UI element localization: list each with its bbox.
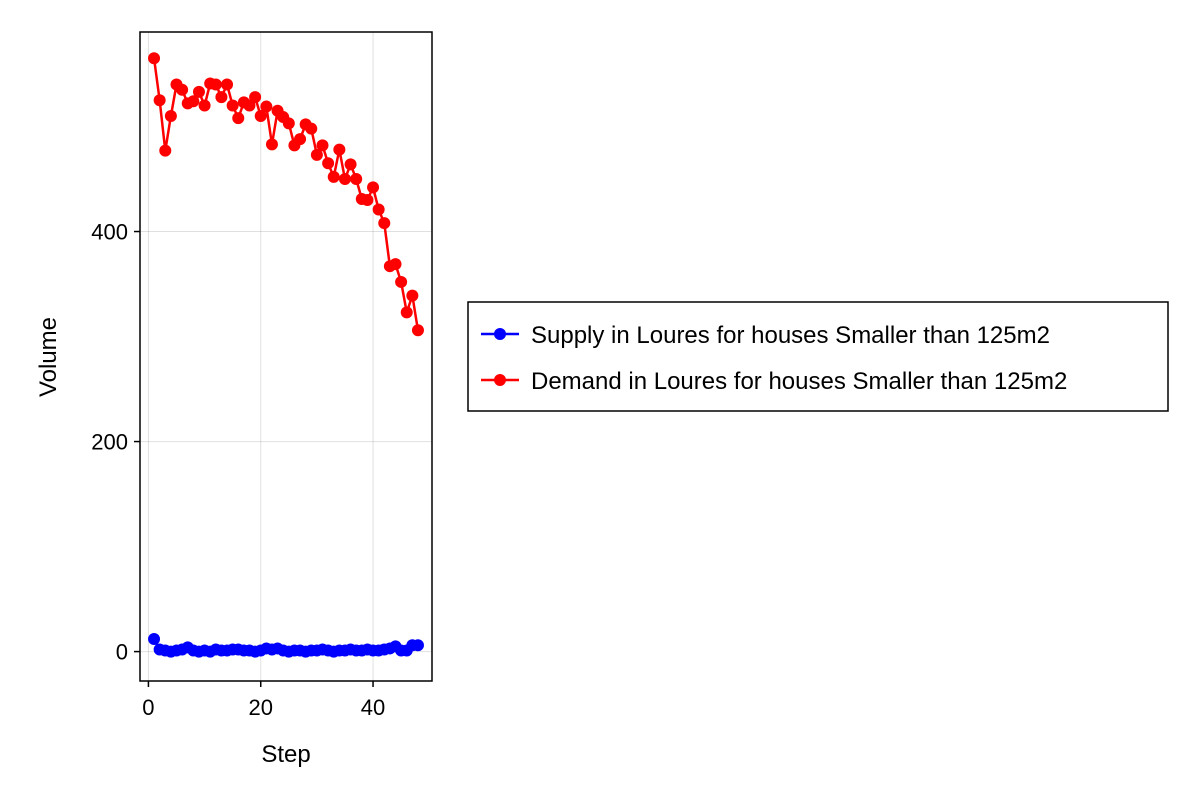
legend-marker-demand: [494, 374, 506, 386]
plot-frame: [139, 31, 433, 682]
series-supply: [148, 632, 424, 658]
grid: [140, 32, 432, 681]
data-point-demand: [305, 122, 318, 135]
data-point-demand: [215, 91, 228, 104]
data-point-demand: [395, 275, 408, 288]
y-tick-label: 400: [91, 220, 128, 245]
data-point-demand: [159, 144, 172, 157]
data-point-demand: [254, 110, 267, 123]
data-point-supply: [411, 639, 424, 652]
data-point-demand: [361, 194, 374, 207]
data-point-demand: [226, 99, 239, 112]
data-point-demand: [333, 143, 346, 156]
data-point-demand: [282, 117, 295, 130]
data-point-demand: [209, 78, 222, 91]
data-point-demand: [322, 157, 335, 170]
data-point-demand: [148, 52, 161, 65]
data-point-demand: [316, 139, 329, 152]
legend-entry-demand: Demand in Loures for houses Smaller than…: [481, 368, 1067, 395]
data-point-supply: [148, 632, 161, 645]
legend-label-supply: Supply in Loures for houses Smaller than…: [531, 322, 1050, 349]
data-point-demand: [294, 133, 307, 146]
x-tick-label: 40: [361, 695, 385, 720]
series-demand: [148, 52, 424, 337]
x-axis-title: Step: [261, 741, 310, 768]
y-tick-label: 200: [91, 430, 128, 455]
data-point-demand: [164, 110, 177, 123]
data-point-demand: [192, 85, 205, 98]
legend-box: [467, 301, 1169, 412]
data-point-demand: [187, 95, 200, 108]
data-point-demand: [243, 99, 256, 112]
data-point-demand: [350, 173, 363, 186]
data-point-demand: [221, 78, 234, 91]
data-point-demand: [232, 112, 245, 125]
data-point-demand: [327, 170, 340, 183]
data-point-demand: [344, 158, 357, 171]
x-tick-label: 0: [142, 695, 154, 720]
data-point-demand: [367, 181, 380, 194]
data-point-demand: [411, 324, 424, 337]
y-tick-label: 0: [116, 640, 128, 665]
data-point-demand: [372, 203, 385, 216]
data-point-demand: [378, 217, 391, 230]
data-point-demand: [176, 83, 189, 96]
data-point-demand: [260, 100, 273, 113]
data-point-demand: [400, 306, 413, 319]
data-point-demand: [265, 138, 278, 151]
x-tick-label: 20: [248, 695, 272, 720]
legend-label-demand: Demand in Loures for houses Smaller than…: [531, 368, 1067, 395]
legend-marker-supply: [494, 328, 506, 340]
plot-series: [148, 52, 424, 658]
data-point-demand: [389, 258, 402, 271]
legend-entry-supply: Supply in Loures for houses Smaller than…: [481, 322, 1050, 349]
y-axis-title: Volume: [35, 317, 62, 397]
data-point-demand: [153, 94, 166, 107]
data-point-demand: [310, 148, 323, 161]
data-point-demand: [338, 173, 351, 186]
data-point-demand: [406, 289, 419, 302]
data-point-demand: [249, 91, 262, 104]
data-point-demand: [198, 99, 211, 112]
legend: Supply in Loures for houses Smaller than…: [467, 301, 1169, 412]
